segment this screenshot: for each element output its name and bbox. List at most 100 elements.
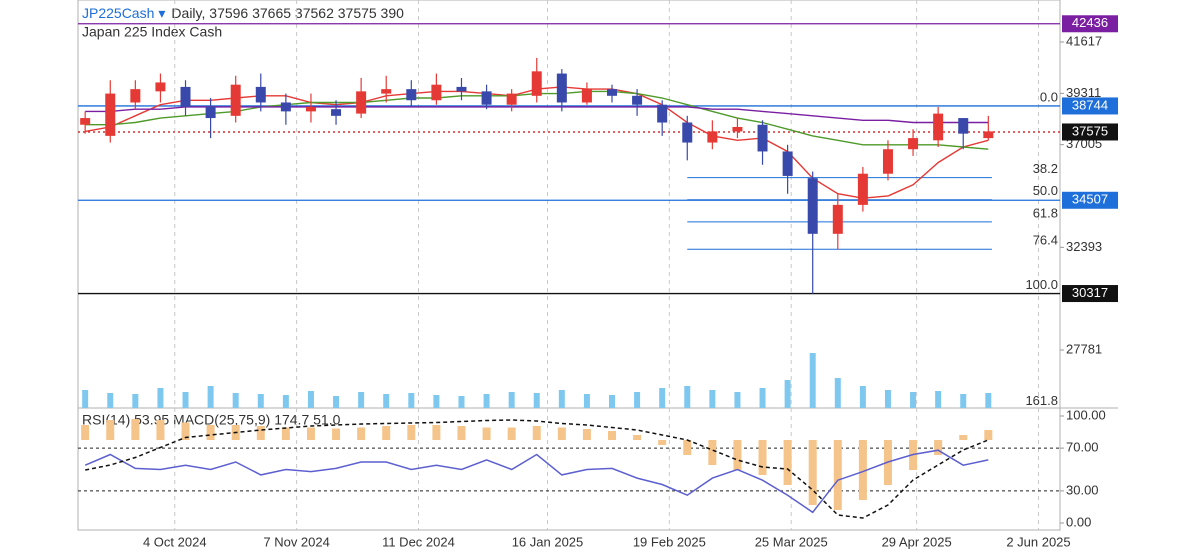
volume-bar xyxy=(609,395,616,408)
candle-body xyxy=(908,138,919,150)
volume-bar xyxy=(935,391,942,408)
candle-body xyxy=(230,84,241,116)
histogram-bar xyxy=(432,425,441,440)
candle-body xyxy=(933,113,944,141)
volume-bar xyxy=(910,392,917,408)
fib-label: 0.0 xyxy=(1040,89,1058,104)
indicator-line xyxy=(84,449,989,514)
histogram-bar xyxy=(206,425,215,440)
candle-body xyxy=(180,86,191,107)
symbol-menu[interactable]: ▾ xyxy=(158,5,165,21)
volume-bar xyxy=(232,393,239,408)
histogram-bar xyxy=(281,427,290,440)
level-label-box xyxy=(1062,15,1118,33)
histogram-bar xyxy=(382,426,391,440)
candle-body xyxy=(732,126,743,132)
candle-body xyxy=(531,71,542,96)
histogram-bar xyxy=(256,426,265,440)
chart-description: Japan 225 Index Cash xyxy=(82,24,222,40)
histogram-bar xyxy=(934,440,943,455)
histogram-bar xyxy=(181,422,190,440)
histogram-bar xyxy=(959,435,968,440)
level-label: 38744 xyxy=(1072,97,1108,112)
candle-body xyxy=(983,131,994,139)
candle-body xyxy=(305,106,316,112)
volume-bar xyxy=(709,390,716,408)
candle-body xyxy=(130,89,141,103)
histogram-bar xyxy=(833,440,842,510)
x-tick-label: 29 Apr 2025 xyxy=(882,534,952,549)
histogram-bar xyxy=(332,428,341,440)
y-tick-label: 0.00 xyxy=(1066,514,1091,529)
candle-body xyxy=(807,178,818,234)
level-label: 42436 xyxy=(1072,15,1108,30)
volume-bar xyxy=(132,394,139,408)
histogram-bar xyxy=(407,425,416,440)
level-label-box xyxy=(1062,191,1118,209)
volume-bar xyxy=(333,396,340,408)
histogram-bar xyxy=(658,440,667,445)
candle-body xyxy=(506,93,517,105)
histogram-bar xyxy=(306,427,315,440)
volume-bar xyxy=(859,386,866,408)
volume-bar xyxy=(734,392,741,408)
candle-body xyxy=(882,149,893,174)
volume-bar xyxy=(684,386,691,408)
volume-bar xyxy=(558,390,565,408)
y-tick-label: 27781 xyxy=(1066,341,1102,356)
signal-line xyxy=(85,419,989,519)
histogram-bar xyxy=(783,440,792,485)
level-label: 37575 xyxy=(1072,123,1108,138)
candle-body xyxy=(581,89,592,103)
volume-bar xyxy=(383,394,390,408)
y-tick-label: 32393 xyxy=(1066,239,1102,254)
histogram-bar xyxy=(81,425,90,440)
level-label-box xyxy=(1062,285,1118,303)
histogram-bar xyxy=(733,440,742,470)
level-label: 34507 xyxy=(1072,192,1108,207)
candle-body xyxy=(481,91,492,105)
fib-label: 50.0 xyxy=(1033,183,1058,198)
volume-bar xyxy=(809,353,816,408)
histogram-bar xyxy=(156,420,165,440)
histogram-bar xyxy=(357,427,366,440)
volume-bar xyxy=(960,394,967,408)
candle-body xyxy=(356,91,367,114)
symbol[interactable]: JP225Cash xyxy=(82,5,154,21)
level-label: 30317 xyxy=(1072,285,1108,300)
fib-label: 100.0 xyxy=(1025,277,1058,292)
volume-bar xyxy=(157,388,164,408)
fib-label: 38.2 xyxy=(1033,161,1058,176)
volume-bar xyxy=(358,392,365,408)
volume-bar xyxy=(533,393,540,408)
volume-bar xyxy=(483,394,490,408)
volume-bar xyxy=(182,392,189,408)
x-tick-label: 16 Jan 2025 xyxy=(512,534,584,549)
candle-body xyxy=(832,204,843,234)
volume-bar xyxy=(634,392,641,408)
ohlc-header: Daily, 37596 37665 37562 37575 390 xyxy=(171,5,404,21)
fib-label: 161.8 xyxy=(1025,393,1058,408)
candle-body xyxy=(280,102,291,112)
y-tick-label: 30.00 xyxy=(1066,482,1099,497)
histogram-bar xyxy=(984,430,993,440)
volume-bar xyxy=(307,391,314,408)
x-tick-label: 2 Jun 2025 xyxy=(1006,534,1070,549)
fib-label: 61.8 xyxy=(1033,205,1058,220)
histogram-bar xyxy=(582,429,591,440)
candle-body xyxy=(255,86,266,103)
histogram-bar xyxy=(858,440,867,500)
histogram-bar xyxy=(608,431,617,440)
candle-body xyxy=(406,89,417,101)
y-tick-label: 39311 xyxy=(1066,85,1101,100)
level-label-box xyxy=(1062,123,1118,141)
volume-bar xyxy=(985,393,992,408)
histogram-bar xyxy=(808,440,817,505)
x-tick-label: 4 Oct 2024 xyxy=(143,534,207,549)
histogram-bar xyxy=(758,440,767,475)
candle-body xyxy=(657,104,668,123)
x-tick-label: 19 Feb 2025 xyxy=(633,534,706,549)
candle-body xyxy=(757,124,768,152)
volume-bar xyxy=(257,394,264,408)
